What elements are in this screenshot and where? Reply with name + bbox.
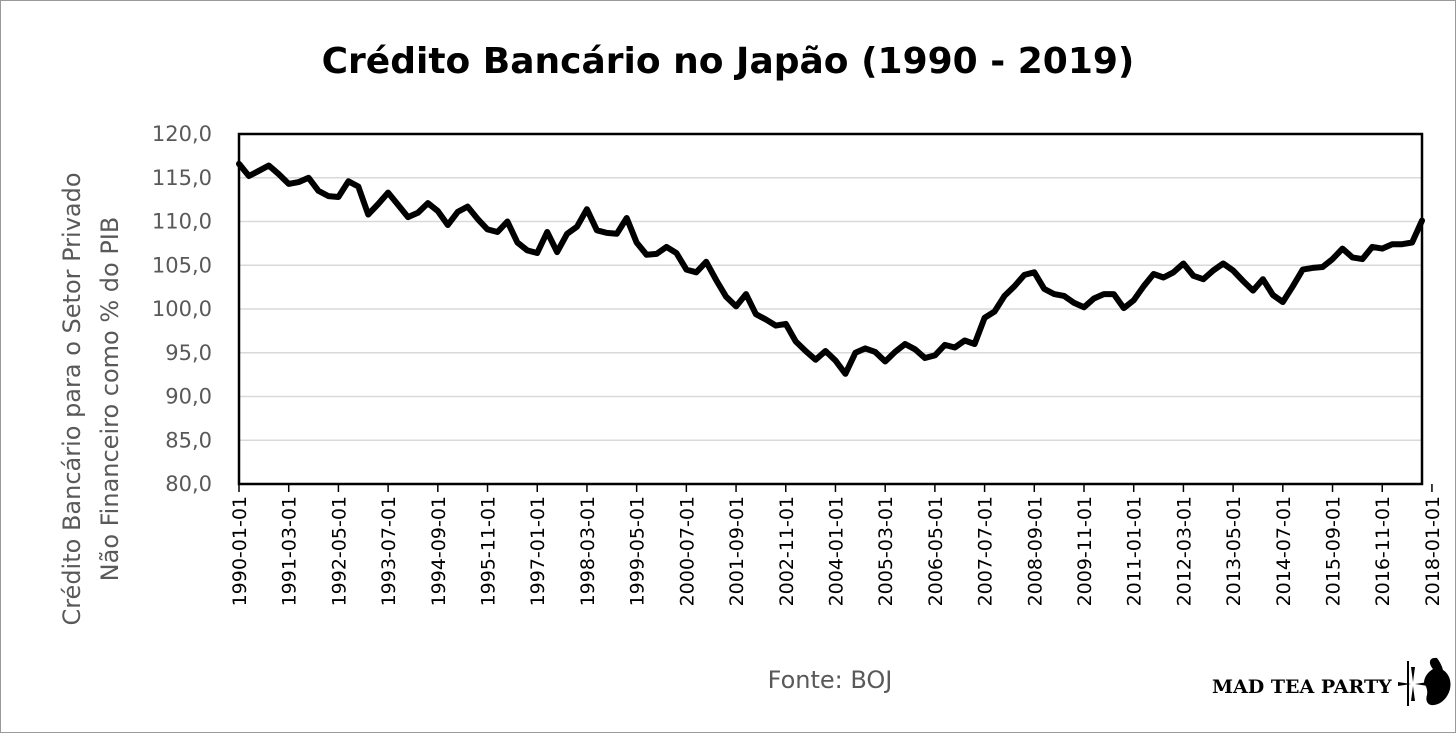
y-axis-label-line2: Não Financeiro como % do PIB: [96, 217, 124, 582]
plot-area-border: [237, 132, 1424, 486]
series-line: [236, 160, 1425, 377]
x-tick-label: 2007-07-01: [975, 496, 997, 606]
x-tick-label: 2009-11-01: [1074, 496, 1096, 606]
x-tick-label: 2001-09-01: [726, 496, 748, 606]
x-tick-label: 2005-03-01: [875, 496, 897, 606]
x-tick-label: 2012-03-01: [1173, 496, 1195, 606]
x-tick-label: 2002-11-01: [776, 496, 798, 606]
x-tick-label: 1992-05-01: [328, 496, 350, 606]
y-tick-label: 95,0: [165, 341, 212, 365]
source-note: Fonte: BOJ: [768, 666, 893, 694]
x-tick-label: 1994-09-01: [428, 496, 450, 606]
y-axis-label-line1: Crédito Bancário para o Setor Privado: [58, 172, 86, 625]
x-tick-label: 2011-01-01: [1124, 496, 1146, 606]
brand-logo: MAD TEA PARTY: [1212, 657, 1451, 706]
y-tick-label: 110,0: [152, 210, 212, 234]
x-tick-label: 2008-09-01: [1024, 496, 1046, 606]
x-tick-label: 1995-11-01: [478, 496, 500, 606]
x-tick-label: 1990-01-01: [229, 496, 251, 606]
y-tick-label: 105,0: [152, 253, 212, 277]
x-tick-label: 2006-05-01: [925, 496, 947, 606]
x-tick-label: 2013-05-01: [1223, 496, 1245, 606]
x-tick-label: 2015-09-01: [1323, 496, 1345, 606]
x-tick-label: 1998-03-01: [577, 496, 599, 606]
y-axis-ticks: 120,0 115,0 110,0 105,0 100,0 95,0 90,0 85,0 80,…: [152, 122, 212, 496]
x-tick-label: 2016-11-01: [1372, 496, 1394, 606]
y-tick-label: 90,0: [165, 385, 212, 409]
chart-title: Crédito Bancário no Japão (1990 - 2019): [322, 41, 1135, 82]
rabbit-icon: [1398, 657, 1451, 706]
x-tick-label: 2018-01-01: [1422, 496, 1444, 606]
x-tick-label: 1997-01-01: [527, 496, 549, 606]
x-tick-label: 2000-07-01: [676, 496, 698, 606]
y-tick-label: 100,0: [152, 297, 212, 321]
x-axis-ticks: 1990-01-01 1991-03-01 1992-05-01 1993-07-01…: [229, 484, 1444, 606]
x-tick-label: 2004-01-01: [825, 496, 847, 606]
x-tick-label: 1999-05-01: [627, 496, 649, 606]
y-tick-label: 85,0: [165, 428, 212, 452]
y-tick-label: 120,0: [152, 122, 212, 146]
x-tick-label: 2014-07-01: [1273, 496, 1295, 606]
y-tick-label: 115,0: [152, 166, 212, 190]
brand-logo-text: MAD TEA PARTY: [1212, 676, 1392, 698]
x-tick-label: 1993-07-01: [378, 496, 400, 606]
gridlines: [239, 177, 1422, 441]
y-tick-label: 80,0: [165, 472, 212, 496]
x-tick-label: 1991-03-01: [279, 496, 301, 606]
